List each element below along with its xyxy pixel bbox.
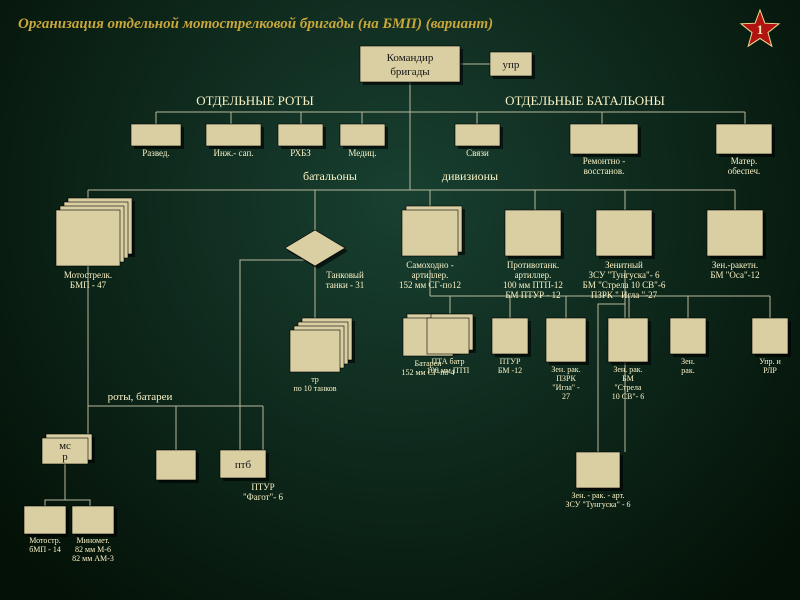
svg-text:Зен. - рак. - арт.: Зен. - рак. - арт. bbox=[572, 491, 625, 500]
svg-text:БМ "Стрела 10 СВ"-6: БМ "Стрела 10 СВ"-6 bbox=[583, 280, 666, 290]
svg-text:Мотостр.: Мотостр. bbox=[29, 536, 61, 545]
svg-text:птб: птб bbox=[235, 459, 252, 471]
svg-text:Самоходно -: Самоходно - bbox=[406, 260, 454, 270]
svg-text:Инж.- сап.: Инж.- сап. bbox=[213, 148, 253, 158]
svg-text:Связи: Связи bbox=[466, 148, 489, 158]
svg-text:бригады: бригады bbox=[390, 66, 430, 78]
svg-text:ПТУР: ПТУР bbox=[500, 357, 521, 366]
svg-text:артиллер.: артиллер. bbox=[515, 270, 552, 280]
svg-text:100 мм ПТП-12: 100 мм ПТП-12 bbox=[503, 280, 563, 290]
svg-text:27: 27 bbox=[562, 392, 570, 401]
svg-text:Зен. рак.: Зен. рак. bbox=[613, 365, 642, 374]
svg-text:Командир: Командир bbox=[387, 52, 434, 64]
svg-text:танки - 31: танки - 31 bbox=[326, 280, 365, 290]
svg-text:82 мм М-6: 82 мм М-6 bbox=[75, 545, 111, 554]
svg-text:тр: тр bbox=[311, 375, 319, 384]
svg-text:82 мм АМ-3: 82 мм АМ-3 bbox=[72, 554, 114, 563]
svg-text:Мотострелк.: Мотострелк. bbox=[64, 270, 112, 280]
svg-text:р: р bbox=[62, 451, 68, 463]
svg-text:БМП - 47: БМП - 47 bbox=[70, 280, 107, 290]
svg-text:10 СВ"- 6: 10 СВ"- 6 bbox=[612, 392, 645, 401]
svg-text:ПТУР: ПТУР bbox=[251, 482, 274, 492]
svg-text:РЛР: РЛР bbox=[763, 366, 777, 375]
svg-text:Зен. рак.: Зен. рак. bbox=[551, 365, 580, 374]
svg-text:Матер.: Матер. bbox=[731, 156, 757, 166]
svg-text:роты, батареи: роты, батареи bbox=[108, 391, 173, 403]
svg-text:"Стрела: "Стрела bbox=[614, 383, 642, 392]
svg-text:упр: упр bbox=[503, 59, 520, 71]
svg-text:ПТА батр: ПТА батр bbox=[431, 357, 464, 366]
svg-text:1: 1 bbox=[757, 22, 764, 37]
svg-text:ОТДЕЛЬНЫЕ РОТЫ: ОТДЕЛЬНЫЕ РОТЫ bbox=[196, 93, 313, 108]
svg-text:обеспеч.: обеспеч. bbox=[728, 166, 761, 176]
svg-text:БМ -12: БМ -12 bbox=[498, 366, 522, 375]
svg-text:Миномет.: Миномет. bbox=[76, 536, 109, 545]
svg-text:ПЗРК: ПЗРК bbox=[556, 374, 576, 383]
svg-text:БМ: БМ bbox=[622, 374, 634, 383]
svg-text:БМ "Оса"-12: БМ "Оса"-12 bbox=[710, 270, 759, 280]
svg-text:Противотанк.: Противотанк. bbox=[507, 260, 559, 270]
svg-text:ЗСУ "Тунгуска"- 6: ЗСУ "Тунгуска"- 6 bbox=[589, 270, 660, 280]
svg-text:рак.: рак. bbox=[681, 366, 694, 375]
svg-text:Развед.: Развед. bbox=[142, 148, 169, 158]
svg-text:артиллер.: артиллер. bbox=[412, 270, 449, 280]
svg-text:ПЗРК " Игла "-27: ПЗРК " Игла "-27 bbox=[591, 290, 658, 300]
svg-text:ЗСУ "Тунгуска" - 6: ЗСУ "Тунгуска" - 6 bbox=[565, 500, 630, 509]
svg-text:100 мм ПТП: 100 мм ПТП bbox=[427, 366, 470, 375]
svg-text:Зен.: Зен. bbox=[681, 357, 695, 366]
svg-text:152 мм СГ-по12: 152 мм СГ-по12 bbox=[399, 280, 461, 290]
svg-text:Медиц.: Медиц. bbox=[348, 148, 376, 158]
svg-text:БМ ПТУР - 12: БМ ПТУР - 12 bbox=[505, 290, 560, 300]
svg-text:Упр. и: Упр. и bbox=[759, 357, 781, 366]
svg-text:РХБЗ: РХБЗ bbox=[290, 148, 311, 158]
svg-text:Организация отдельной мотостре: Организация отдельной мотострелковой бри… bbox=[18, 16, 493, 32]
svg-text:по 10 танков: по 10 танков bbox=[294, 384, 337, 393]
svg-text:восстанов.: восстанов. bbox=[584, 166, 625, 176]
svg-text:"Фагот"- 6: "Фагот"- 6 bbox=[243, 492, 283, 502]
svg-text:ОТДЕЛЬНЫЕ БАТАЛЬОНЫ: ОТДЕЛЬНЫЕ БАТАЛЬОНЫ bbox=[505, 93, 665, 108]
svg-text:Танковый: Танковый bbox=[326, 270, 364, 280]
svg-text:Ремонтно -: Ремонтно - bbox=[583, 156, 625, 166]
svg-text:Зенитный: Зенитный bbox=[605, 260, 643, 270]
svg-text:дивизионы: дивизионы bbox=[442, 169, 498, 183]
svg-text:бМП - 14: бМП - 14 bbox=[29, 545, 61, 554]
svg-text:Зен.-ракетн.: Зен.-ракетн. bbox=[712, 260, 758, 270]
svg-text:"Игла" -: "Игла" - bbox=[552, 383, 580, 392]
svg-text:батальоны: батальоны bbox=[303, 169, 357, 183]
org-chart: Организация отдельной мотострелковой бри… bbox=[0, 0, 800, 600]
